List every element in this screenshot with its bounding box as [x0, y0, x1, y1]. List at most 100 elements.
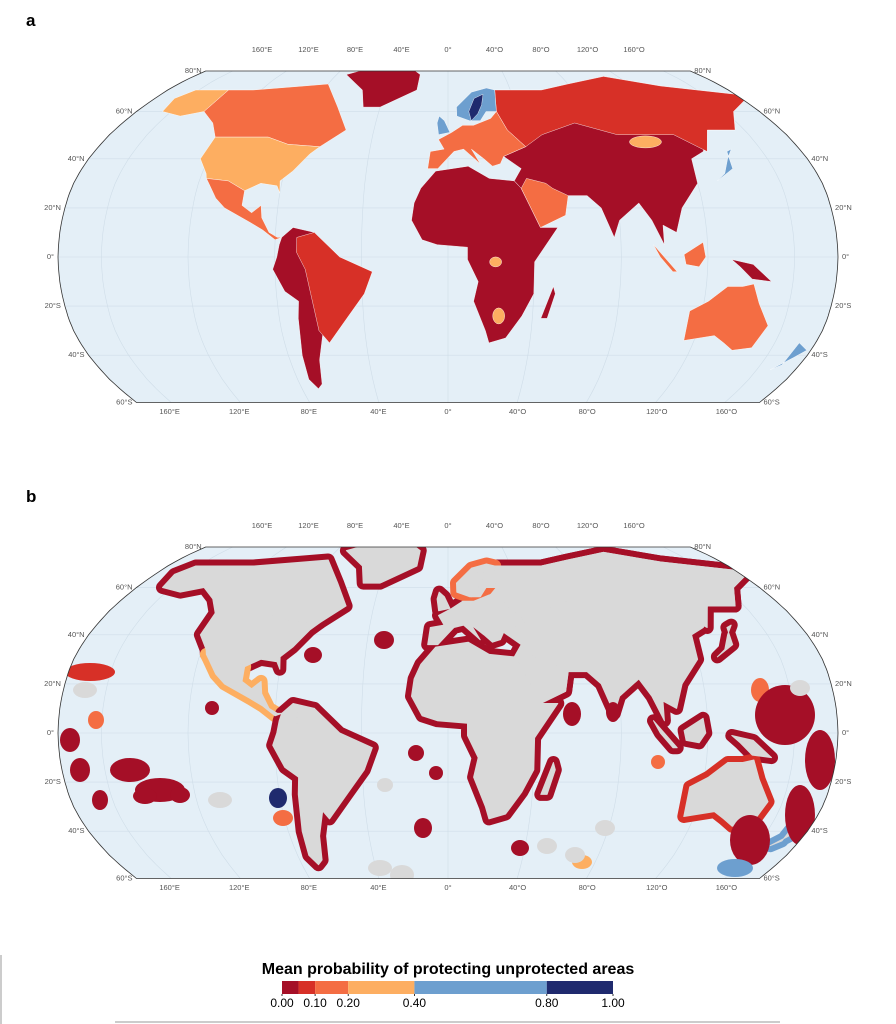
longitude-label: 40°O [509, 883, 526, 892]
longitude-label: 40°O [509, 407, 526, 416]
longitude-label: 80°E [301, 407, 317, 416]
coastal-zone [429, 766, 443, 780]
longitude-label: 40°O [486, 521, 503, 530]
country-new-zealand [770, 342, 807, 370]
map-body [58, 547, 838, 879]
island [377, 778, 393, 792]
coastal-zone [70, 758, 90, 782]
latitude-label: 60°N [116, 583, 133, 592]
land [411, 641, 559, 820]
country-greenland [346, 71, 421, 108]
latitude-label: 60°N [116, 107, 133, 116]
longitude-label: 40°E [370, 883, 386, 892]
land [683, 759, 769, 827]
latitude-label: 0° [47, 252, 54, 261]
longitude-label: 120°E [298, 521, 319, 530]
latitude-label: 40°S [68, 826, 84, 835]
land [468, 569, 484, 598]
island [595, 820, 615, 836]
coastal-zone [269, 788, 287, 808]
coastal-zone [110, 758, 150, 782]
coastal-zone [170, 787, 190, 803]
land [653, 720, 678, 749]
latitude-label: 20°N [44, 679, 61, 688]
latitude-label: 20°N [835, 203, 852, 212]
country-japan [717, 148, 733, 182]
longitude-label: 120°O [577, 45, 599, 54]
legend-tick-label: 0.10 [303, 996, 327, 1010]
panel-label: a [26, 11, 36, 30]
latitude-label: 60°N [763, 583, 780, 592]
country-southern-africa [492, 307, 505, 325]
land [683, 717, 707, 744]
graticule [361, 547, 395, 879]
coastal-zone [717, 859, 753, 877]
latitude-label: 80°N [694, 542, 711, 551]
country-sweden [468, 94, 484, 121]
latitude-label: 60°S [763, 873, 779, 882]
land [205, 653, 283, 717]
legend-swatch [282, 981, 299, 994]
coastal-zone [805, 730, 835, 790]
latitude-label: 40°S [811, 826, 827, 835]
latitude-label: 40°N [68, 154, 85, 163]
country-europe [427, 111, 526, 169]
longitude-label: 80°O [532, 521, 549, 530]
latitude-label: 40°N [811, 154, 828, 163]
longitude-label: 0° [444, 521, 451, 530]
country-mongolia [629, 135, 662, 149]
latitude-label: 20°S [45, 777, 61, 786]
longitude-label: 0° [444, 883, 451, 892]
island [790, 680, 810, 696]
latitude-label: 20°S [835, 777, 851, 786]
longitude-label: 160°E [252, 45, 273, 54]
longitude-label: 40°E [393, 521, 409, 530]
longitude-label: 80°O [532, 45, 549, 54]
island [390, 865, 414, 879]
longitude-label: 120°O [577, 521, 599, 530]
legend-tick-label: 0.20 [337, 996, 361, 1010]
coastal-zone [88, 711, 104, 729]
latitude-label: 40°N [68, 630, 85, 639]
coastal-zone [374, 631, 394, 649]
coastal-zone [730, 815, 770, 865]
coastal-zone [408, 745, 424, 761]
island [208, 792, 232, 808]
country-russia [494, 76, 745, 152]
graticule [101, 547, 233, 879]
legend-tick-label: 0.40 [403, 996, 427, 1010]
land [436, 591, 451, 612]
longitude-label: 80°O [579, 883, 596, 892]
longitude-label: 40°E [370, 407, 386, 416]
latitude-label: 40°N [811, 630, 828, 639]
latitude-label: 20°S [45, 301, 61, 310]
longitude-label: 160°O [623, 45, 645, 54]
coastal-zone [414, 818, 432, 838]
latitude-label: 0° [842, 728, 849, 737]
country-sumatra [653, 244, 678, 272]
land [295, 707, 373, 820]
map-outline [57, 70, 839, 403]
country-south-america-east [296, 232, 373, 344]
latitude-label: 40°S [811, 350, 827, 359]
country-central-america [206, 178, 282, 240]
longitude-label: 120°E [229, 407, 250, 416]
legend-swatch [348, 981, 415, 994]
map-panel-b: 160°E 160°E 120°E 120°E 80°E 80°E 40°E 40°E 0° 0°… [44, 521, 852, 892]
map-body [58, 71, 838, 403]
graticule [361, 71, 395, 403]
coastal-zone [563, 702, 581, 726]
country-congo [489, 256, 502, 268]
latitude-label: 80°N [694, 66, 711, 75]
land [520, 653, 569, 704]
legend: Mean probability of protecting unprotect… [262, 961, 635, 1010]
latitude-label: 60°N [763, 107, 780, 116]
land [199, 612, 321, 670]
latitude-label: 20°N [44, 203, 61, 212]
longitude-label: 160°O [716, 883, 738, 892]
coastal-zone [92, 790, 108, 810]
land [716, 624, 734, 658]
graticule [101, 71, 233, 403]
country-new-guinea [731, 259, 772, 282]
